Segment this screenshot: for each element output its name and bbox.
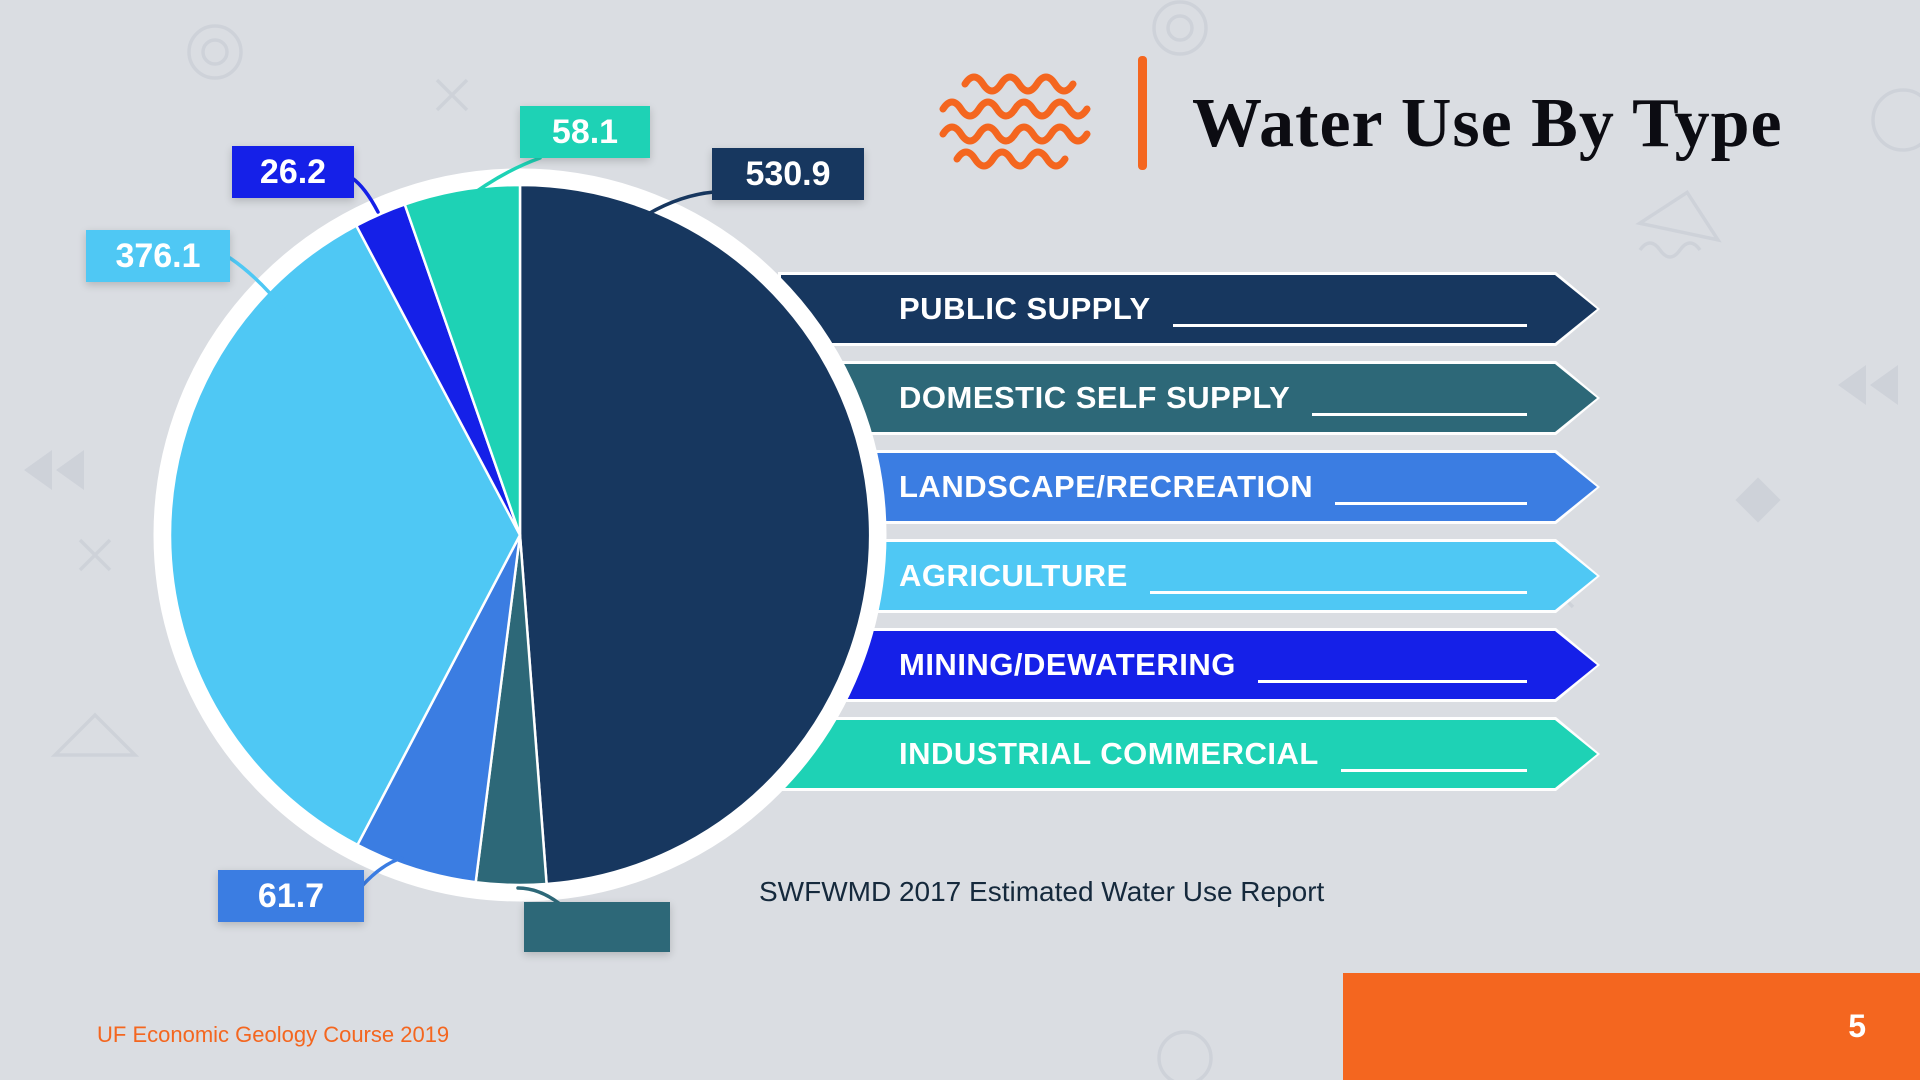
pie-slice-industrial-commercial bbox=[403, 183, 522, 536]
legend-item-fill: DOMESTIC SELF SUPPLY bbox=[781, 364, 1597, 432]
data-label-public-supply: 530.9 bbox=[712, 148, 864, 200]
legend-item-landscape-recreation: LANDSCAPE/RECREATION bbox=[778, 450, 1600, 524]
data-label-domestic-self-supply bbox=[524, 902, 670, 952]
data-label-landscape-recreation: 61.7 bbox=[218, 870, 364, 922]
data-label-agriculture: 376.1 bbox=[86, 230, 230, 282]
legend-underline bbox=[1258, 680, 1527, 683]
legend-item-agriculture: AGRICULTURE bbox=[778, 539, 1600, 613]
page-number-banner: 5 bbox=[1343, 973, 1920, 1080]
pie-slices bbox=[168, 183, 872, 887]
legend-label: MINING/DEWATERING bbox=[899, 647, 1236, 682]
legend-underline bbox=[1150, 591, 1527, 594]
legend-label: INDUSTRIAL COMMERCIAL bbox=[899, 736, 1319, 771]
legend-label: AGRICULTURE bbox=[899, 558, 1128, 593]
leader-line-domestic-self-supply bbox=[516, 886, 562, 906]
legend-label: LANDSCAPE/RECREATION bbox=[899, 469, 1314, 504]
legend-item-public-supply: PUBLIC SUPPLY bbox=[778, 272, 1600, 346]
slide-title: Water Use By Type bbox=[1192, 85, 1783, 162]
data-label-industrial-commercial: 58.1 bbox=[520, 106, 650, 158]
legend-label: DOMESTIC SELF SUPPLY bbox=[899, 380, 1291, 415]
legend-underline bbox=[1173, 324, 1527, 327]
leader-line-industrial-commercial bbox=[460, 156, 542, 204]
legend-underline bbox=[1335, 502, 1527, 505]
legend-item-fill: MINING/DEWATERING bbox=[781, 631, 1597, 699]
pie-slice-mining-dewatering bbox=[354, 202, 522, 536]
page-number: 5 bbox=[1848, 1008, 1866, 1044]
legend-item-domestic-self-supply: DOMESTIC SELF SUPPLY bbox=[778, 361, 1600, 435]
source-note: SWFWMD 2017 Estimated Water Use Report bbox=[759, 876, 1325, 907]
legend-underline bbox=[1312, 413, 1527, 416]
chart-legend: PUBLIC SUPPLY DOMESTIC SELF SUPPLY LANDSCA… bbox=[778, 272, 1600, 791]
water-waves-icon bbox=[939, 73, 1091, 170]
pie-slice-domestic-self-supply bbox=[474, 534, 548, 887]
legend-item-fill: INDUSTRIAL COMMERCIAL bbox=[781, 720, 1597, 788]
legend-item-mining-dewatering: MINING/DEWATERING bbox=[778, 628, 1600, 702]
leader-line-public-supply bbox=[646, 190, 716, 216]
title-divider bbox=[1138, 56, 1147, 170]
pie-slice-landscape-recreation bbox=[355, 534, 522, 884]
legend-item-fill: AGRICULTURE bbox=[781, 542, 1597, 610]
legend-item-fill: PUBLIC SUPPLY bbox=[781, 275, 1597, 343]
callout-leader-lines bbox=[228, 156, 716, 906]
data-label-mining-dewatering: 26.2 bbox=[232, 146, 354, 198]
leader-line-agriculture bbox=[228, 256, 288, 314]
leader-line-landscape-recreation bbox=[360, 856, 404, 888]
legend-label: PUBLIC SUPPLY bbox=[899, 291, 1151, 326]
legend-item-industrial-commercial: INDUSTRIAL COMMERCIAL bbox=[778, 717, 1600, 791]
legend-underline bbox=[1341, 769, 1527, 772]
footer-course-label: UF Economic Geology Course 2019 bbox=[97, 1022, 450, 1047]
legend-item-fill: LANDSCAPE/RECREATION bbox=[781, 453, 1597, 521]
pie-ring bbox=[153, 168, 887, 902]
leader-line-mining-dewatering bbox=[350, 176, 380, 214]
pie-slice-agriculture bbox=[168, 223, 522, 847]
